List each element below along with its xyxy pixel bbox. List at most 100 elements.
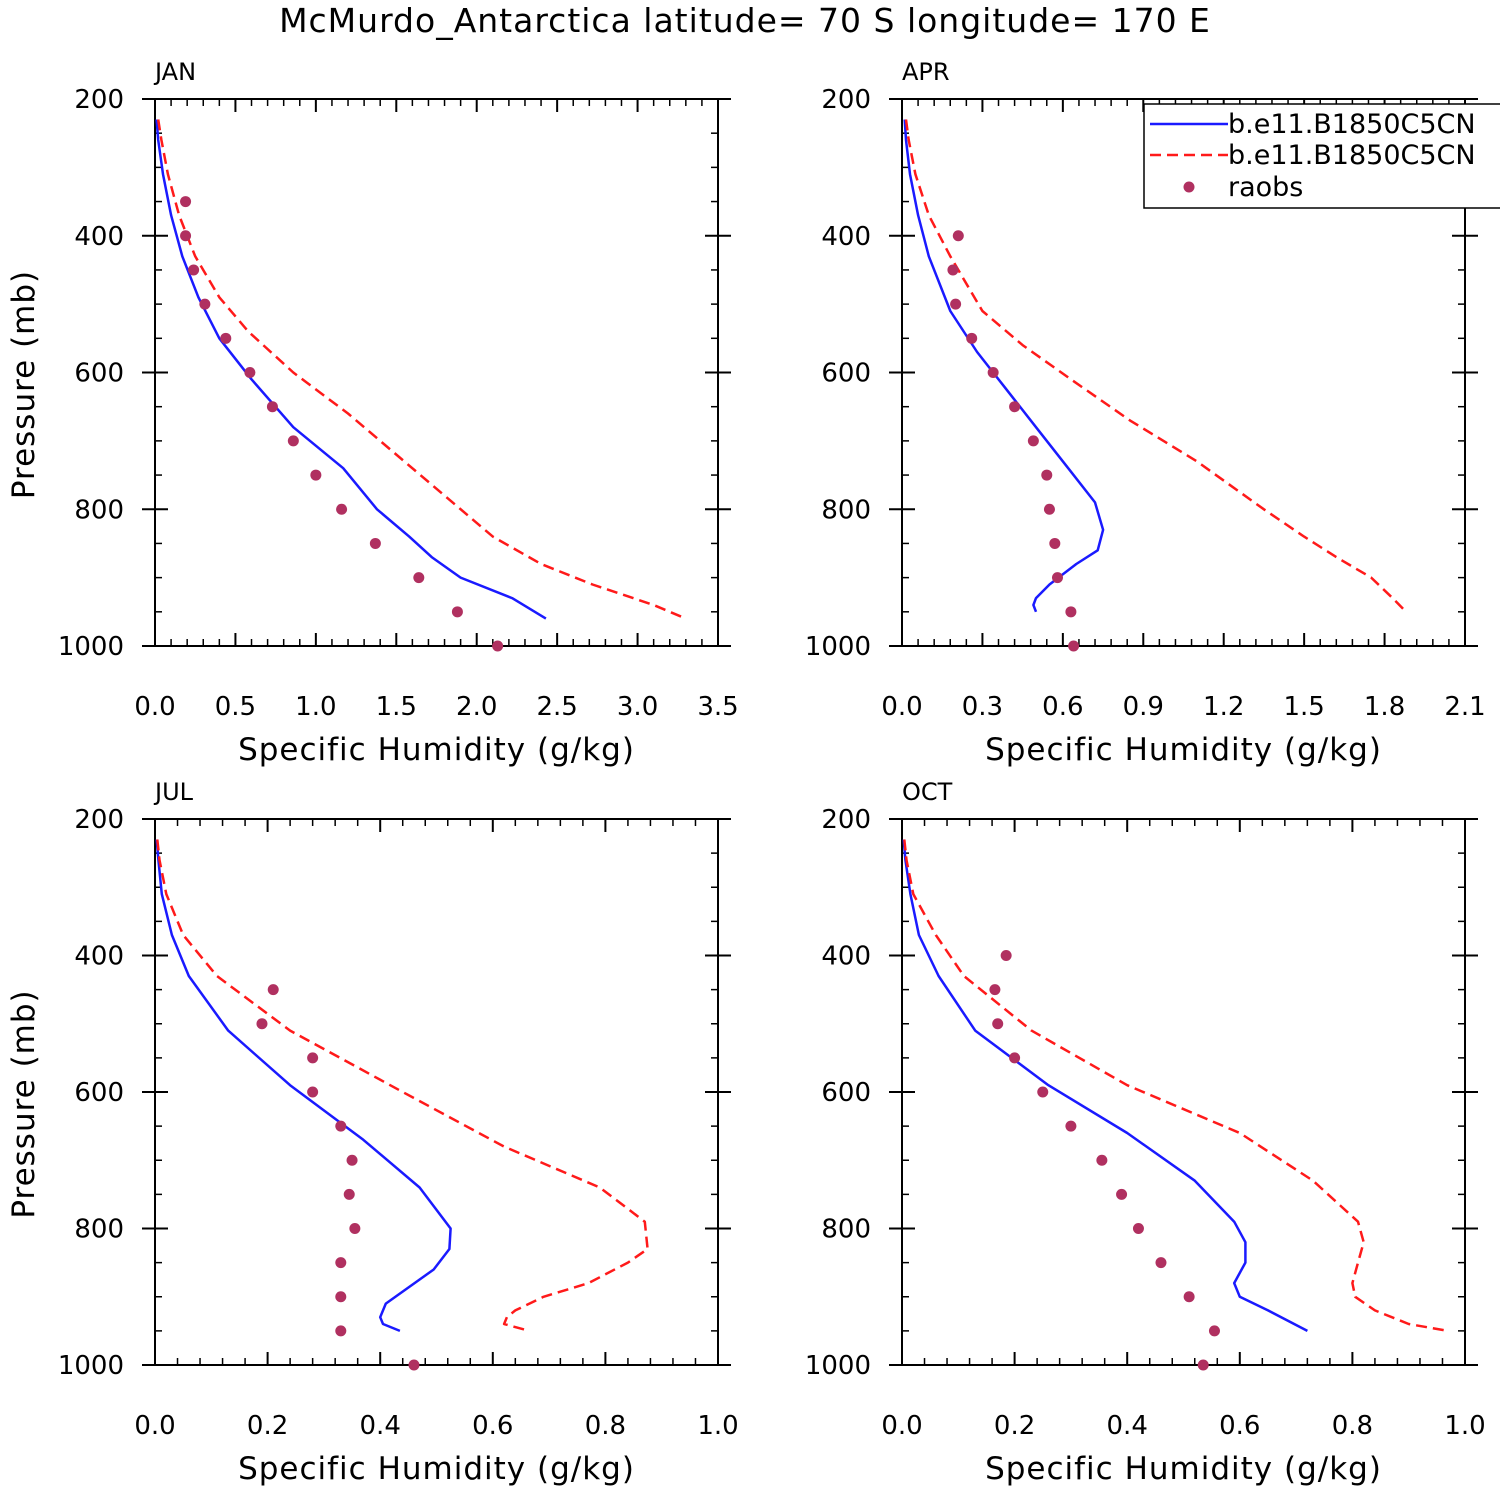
x-tick-label: 0.0 — [881, 692, 922, 722]
legend-label-model1: b.e11.B1850C5CN — [1228, 109, 1476, 140]
raobs-point — [952, 230, 964, 242]
raobs-point — [966, 332, 978, 344]
raobs-point — [336, 503, 348, 515]
raobs-point — [947, 264, 959, 276]
y-tick-label: 600 — [821, 359, 871, 389]
x-tick-label: 0.0 — [134, 1411, 175, 1441]
x-tick-label: 0.6 — [472, 1411, 513, 1441]
x-tick-label: 1.0 — [697, 1411, 738, 1441]
y-tick-label: 800 — [821, 1215, 871, 1245]
raobs-point — [256, 1018, 268, 1030]
raobs-point — [1155, 1257, 1167, 1269]
raobs-point — [346, 1154, 358, 1166]
y-tick-label: 400 — [74, 222, 124, 252]
raobs-point — [992, 1018, 1004, 1030]
x-tick-label: 0.4 — [1107, 1411, 1148, 1441]
x-tick-label: 2.1 — [1444, 692, 1485, 722]
x-tick-label: 0.0 — [881, 1411, 922, 1441]
series-line-model2 — [904, 119, 1407, 613]
raobs-point — [1208, 1325, 1220, 1337]
raobs-point — [1197, 1359, 1209, 1371]
x-tick-label: 1.5 — [376, 692, 417, 722]
raobs-point — [199, 298, 211, 310]
x-tick-label: 1.8 — [1364, 692, 1405, 722]
y-tick-label: 200 — [821, 85, 871, 115]
x-tick-label: 0.8 — [1332, 1411, 1373, 1441]
raobs-point — [1068, 640, 1080, 652]
plot-frame-jul — [154, 818, 719, 1366]
y-tick-label: 600 — [74, 1078, 124, 1108]
x-tick-label: 1.2 — [1203, 692, 1244, 722]
raobs-point — [188, 264, 200, 276]
panel-label-apr: APR — [902, 58, 950, 86]
raobs-point — [307, 1086, 319, 1098]
panel-jan: JAN 0.0 0.5 1.0 1.5 2.0 2.5 3.0 3.5 200 400 600 800 1… — [6, 58, 739, 768]
y-tick-label: 200 — [74, 85, 124, 115]
x-tick-label: 1.0 — [1444, 1411, 1485, 1441]
y-tick-label: 400 — [821, 942, 871, 972]
y-tick-label: 1000 — [805, 632, 871, 662]
panel-label-jan: JAN — [153, 58, 196, 86]
raobs-point — [1116, 1188, 1128, 1200]
panel-label-jul: JUL — [153, 778, 194, 806]
y-tick-label: 1000 — [58, 1351, 124, 1381]
x-tick-label: 0.2 — [247, 1411, 288, 1441]
raobs-point — [413, 572, 425, 584]
raobs-point — [1051, 572, 1063, 584]
x-tick-label: 0.6 — [1042, 692, 1083, 722]
raobs-point — [1132, 1223, 1144, 1234]
raobs-point — [451, 606, 463, 618]
panel-apr: APR 0.0 0.3 0.6 0.9 1.2 1.5 1.8 2.1 200 400 600 800 1… — [805, 58, 1486, 768]
raobs-point — [1027, 435, 1039, 447]
series-line-model1 — [155, 119, 547, 620]
legend-label-model2: b.e11.B1850C5CN — [1228, 140, 1476, 171]
y-axis-label-jul: Pressure (mb) — [6, 989, 42, 1218]
raobs-point — [335, 1257, 347, 1269]
plot-frame-oct — [901, 818, 1466, 1366]
raobs-point — [1049, 537, 1061, 549]
raobs-point — [287, 435, 299, 447]
raobs-point — [310, 469, 322, 481]
raobs-point — [1009, 1052, 1021, 1064]
x-axis-label-jan: Specific Humidity (g/kg) — [238, 732, 635, 768]
raobs-point — [1183, 1291, 1195, 1303]
y-tick-label: 600 — [821, 1078, 871, 1108]
raobs-point — [1009, 401, 1021, 413]
raobs-point — [492, 640, 504, 652]
x-tick-label: 2.0 — [456, 692, 497, 722]
y-tick-label: 400 — [74, 942, 124, 972]
legend-label-raobs: raobs — [1228, 172, 1303, 203]
raobs-point — [267, 984, 279, 996]
series-line-model2 — [156, 839, 649, 1333]
raobs-point — [244, 367, 256, 378]
series-line-model1 — [903, 119, 1105, 613]
y-tick-label: 800 — [821, 495, 871, 525]
panel-label-oct: OCT — [902, 778, 953, 806]
x-axis-label-jul: Specific Humidity (g/kg) — [238, 1451, 635, 1487]
x-tick-label: 0.9 — [1123, 692, 1164, 722]
panel-oct: OCT 0.0 0.2 0.4 0.6 0.8 1.0 200 400 600 800 1000 Spe… — [805, 778, 1486, 1487]
y-tick-label: 1000 — [805, 1351, 871, 1381]
x-tick-label: 0.2 — [994, 1411, 1035, 1441]
raobs-point — [1065, 606, 1077, 618]
raobs-point — [1000, 950, 1012, 961]
raobs-point — [180, 230, 192, 242]
raobs-point — [1065, 1120, 1077, 1132]
raobs-point — [369, 537, 381, 549]
series-line-model2 — [903, 839, 1449, 1333]
raobs-point — [343, 1188, 355, 1200]
x-tick-label: 0.5 — [215, 692, 256, 722]
raobs-point — [989, 984, 1001, 996]
series-line-model2 — [156, 119, 687, 620]
raobs-point — [408, 1359, 420, 1371]
raobs-point — [180, 196, 192, 208]
raobs-point — [987, 367, 999, 378]
raobs-point — [220, 332, 232, 344]
raobs-point — [349, 1223, 361, 1234]
x-tick-label: 0.0 — [134, 692, 175, 722]
x-axis-label-apr: Specific Humidity (g/kg) — [985, 732, 1382, 768]
raobs-point — [950, 298, 962, 310]
series-line-model1 — [155, 839, 452, 1333]
raobs-point — [266, 401, 278, 413]
